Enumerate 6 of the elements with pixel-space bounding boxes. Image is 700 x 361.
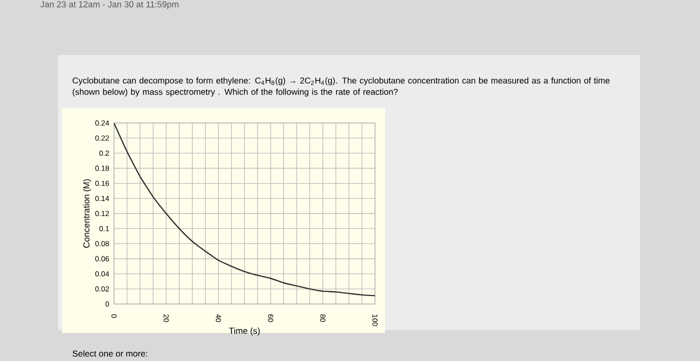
chart-title: Cyclobutane can decompose to form ethylene: C$_{4}$H$_{8}$(g) → 2C$_{2}$H$_{4}$(g). The cyclobutane concentration can be measured as a function of time (shown below) by mass spectrometry . Which of the following is the rate of reaction?	[72, 77, 610, 97]
text: Select one or more:	[72, 350, 148, 357]
x-axis-title: Time (s)	[228, 327, 260, 336]
text: Jan 23 at 12am - Jan 30 at 11:59pm	[40, 1, 178, 10]
line-series	[114, 123, 375, 296]
y-axis-title: Concentration (M)	[83, 179, 92, 248]
